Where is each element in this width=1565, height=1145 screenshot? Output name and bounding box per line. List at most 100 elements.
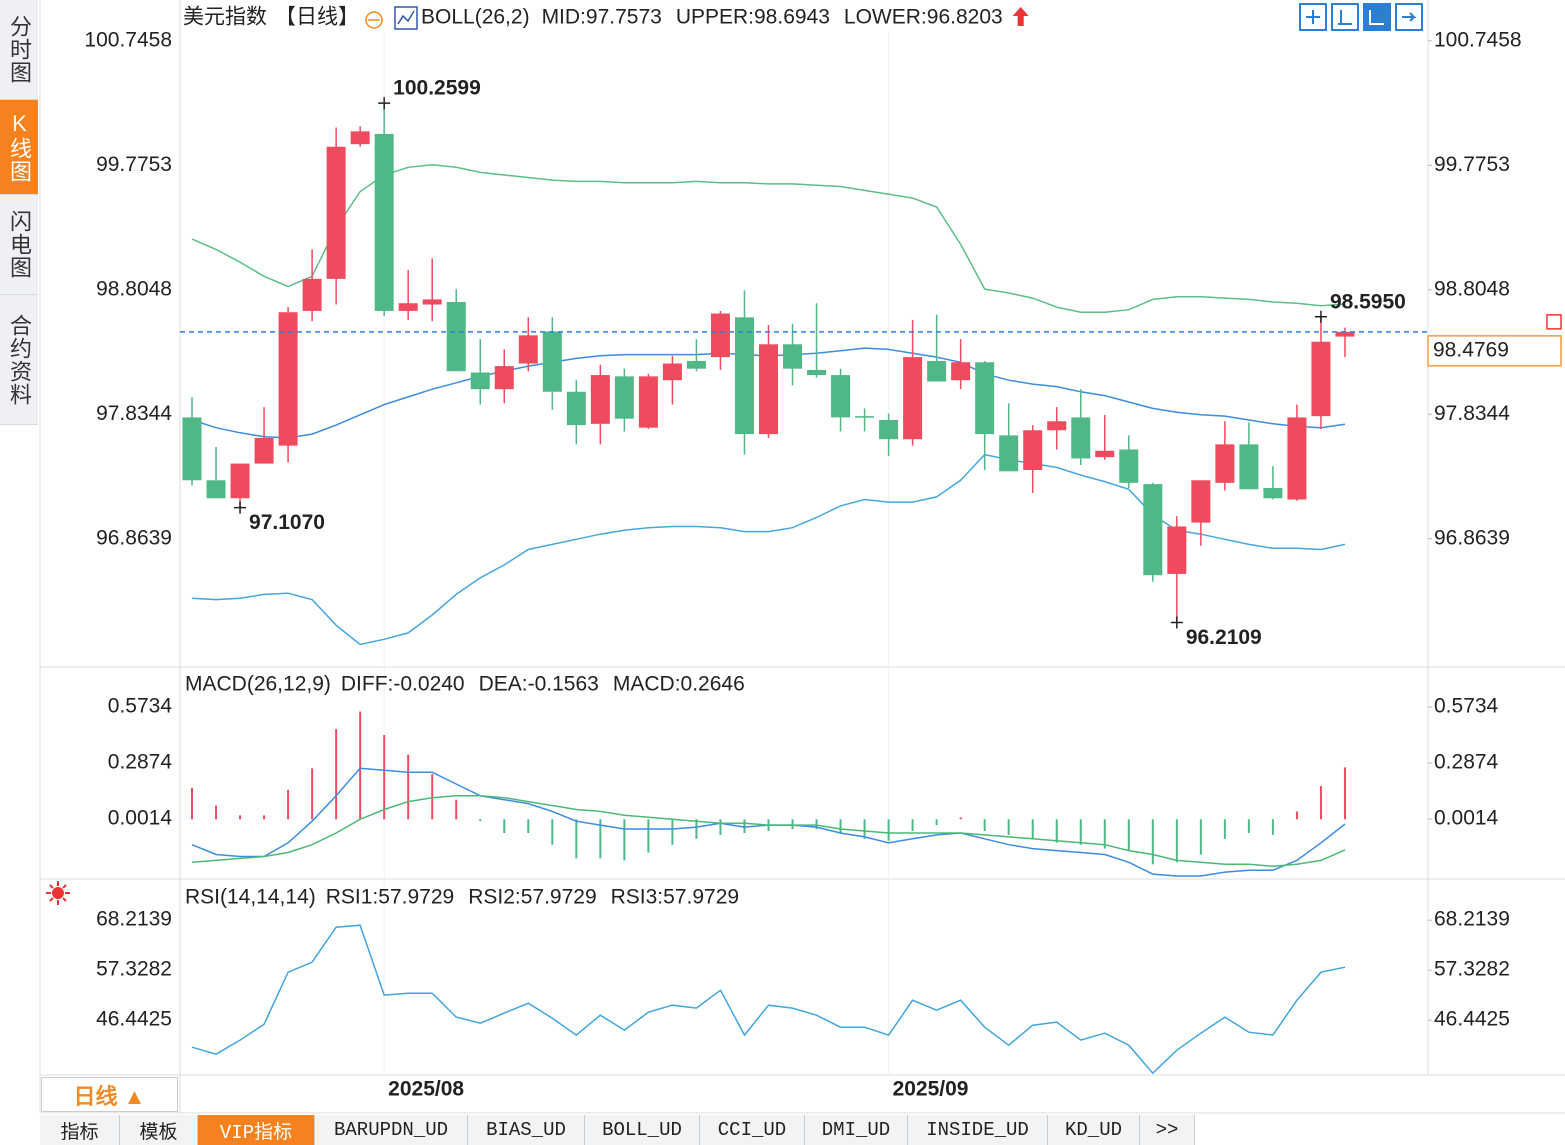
candle-body	[542, 331, 562, 392]
y-tick-label-right: 96.8639	[1434, 526, 1510, 549]
legend-item: LOWER:96.8203	[844, 6, 1003, 29]
indicator-tab[interactable]: BIAS_UD	[468, 1115, 585, 1145]
legend-item: RSI2:57.9729	[468, 886, 596, 909]
y-tick-label: 96.8639	[96, 526, 172, 549]
candle-body	[734, 317, 754, 435]
icon-export[interactable]	[1395, 3, 1423, 31]
indicator-icon-line	[397, 10, 415, 25]
candle-body	[566, 391, 586, 426]
x-tick-label: 2025/08	[388, 1078, 464, 1101]
period-icon	[365, 11, 383, 29]
extreme-label: 96.2109	[1186, 626, 1262, 649]
y-tick-label: 100.7458	[84, 28, 172, 51]
y-tick-label: 0.5734	[108, 695, 173, 718]
candle-body	[422, 299, 442, 305]
candle-body	[302, 278, 322, 311]
candle-body	[350, 131, 370, 145]
candle-body	[1287, 417, 1307, 500]
extreme-marker	[1314, 310, 1327, 323]
chart-title: 美元指数	[183, 6, 267, 29]
indicator-tab[interactable]: INSIDE_UD	[908, 1115, 1048, 1145]
y-tick-label-right: 99.7753	[1434, 153, 1510, 176]
candle-body	[494, 366, 514, 390]
indicator-tab[interactable]: BARUPDN_UD	[315, 1115, 468, 1145]
candle-body	[398, 303, 418, 311]
candle-body	[855, 416, 875, 418]
sidebar-tab[interactable]: 闪电图	[0, 195, 38, 295]
rsi-line	[191, 924, 1346, 1075]
candle-body	[758, 344, 778, 435]
icon-layout[interactable]	[1363, 3, 1391, 31]
candle-body	[831, 375, 851, 418]
legend-item: RSI1:57.9729	[326, 886, 454, 909]
y-tick-label: 68.2139	[96, 908, 172, 931]
sun-core	[52, 887, 64, 899]
candle-body	[1119, 449, 1139, 483]
rsi-sun-icon[interactable]	[46, 881, 70, 905]
sidebar-tab[interactable]: 合约资料	[0, 295, 38, 425]
candle-body	[662, 363, 682, 381]
y-tick-label: 57.3282	[96, 958, 172, 981]
candle-body	[1023, 430, 1043, 471]
y-tick-label: 99.7753	[96, 153, 172, 176]
indicator-tab[interactable]: DMI_UD	[805, 1115, 908, 1145]
sidebar-tab[interactable]: K线图	[0, 100, 38, 195]
candle-body	[230, 463, 250, 499]
y-tick-label-right: 68.2139	[1434, 908, 1510, 931]
legend-item: MID:97.7573	[542, 6, 662, 29]
candle-body	[374, 133, 394, 311]
indicator-tab[interactable]: VIP指标	[198, 1115, 315, 1145]
extreme-label: 97.1070	[249, 511, 325, 534]
candle-body	[1167, 526, 1187, 574]
y-tick-label-right: 46.4425	[1434, 1008, 1510, 1031]
candle-body	[638, 376, 658, 428]
indicator-tab[interactable]: BOLL_UD	[585, 1115, 700, 1145]
extreme-label: 98.5950	[1330, 290, 1406, 313]
macd-line	[191, 795, 1346, 868]
extreme-marker	[234, 501, 247, 514]
sidebar-tab[interactable]: 分时图	[0, 0, 38, 100]
x-tick-label: 2025/09	[893, 1078, 969, 1101]
candle-body	[278, 312, 298, 446]
candle-body	[590, 375, 610, 424]
last-price-box	[1427, 335, 1562, 367]
legend-item: DIFF:-0.0240	[341, 673, 465, 696]
candle-body	[1047, 421, 1067, 431]
icon-glyphs	[1306, 10, 1417, 25]
candle-body	[686, 360, 706, 369]
indicator-tab[interactable]: 指标	[40, 1115, 120, 1145]
candle-body	[518, 335, 538, 364]
candle-body	[182, 417, 202, 481]
indicator-tab[interactable]: CCI_UD	[700, 1115, 805, 1145]
candle-body	[1263, 487, 1283, 499]
candle-body	[710, 313, 730, 358]
candle-body	[614, 376, 634, 419]
legend-item: MACD:0.2646	[613, 673, 745, 696]
candle-body	[879, 419, 899, 440]
indicator-tab[interactable]: >>	[1140, 1115, 1195, 1145]
extreme-marker	[378, 97, 391, 110]
indicator-tab[interactable]: KD_UD	[1048, 1115, 1140, 1145]
y-tick-label-right: 97.8344	[1434, 402, 1510, 425]
candle-body	[1071, 417, 1091, 459]
candle-body	[1095, 450, 1115, 458]
icon-grid[interactable]	[1299, 3, 1327, 31]
candle-body	[951, 362, 971, 381]
candle-body	[1215, 444, 1235, 483]
candle-body	[1143, 484, 1163, 576]
y-tick-label: 46.4425	[96, 1008, 172, 1031]
extreme-label: 100.2599	[393, 77, 481, 100]
y-tick-label-right: 0.0014	[1434, 807, 1499, 830]
indicator-tab[interactable]: 模板	[120, 1115, 198, 1145]
candle-body	[903, 357, 923, 440]
candle-body	[807, 369, 827, 376]
panel-title: MACD(26,12,9)	[185, 673, 331, 696]
candle-body	[1191, 480, 1211, 523]
period-selector[interactable]: 日线 ▲	[41, 1077, 178, 1112]
legend-item: UPPER:98.6943	[676, 6, 830, 29]
icon-chart[interactable]	[1331, 3, 1359, 31]
y-tick-label-right: 0.2874	[1434, 751, 1499, 774]
boll-line	[191, 163, 1346, 313]
